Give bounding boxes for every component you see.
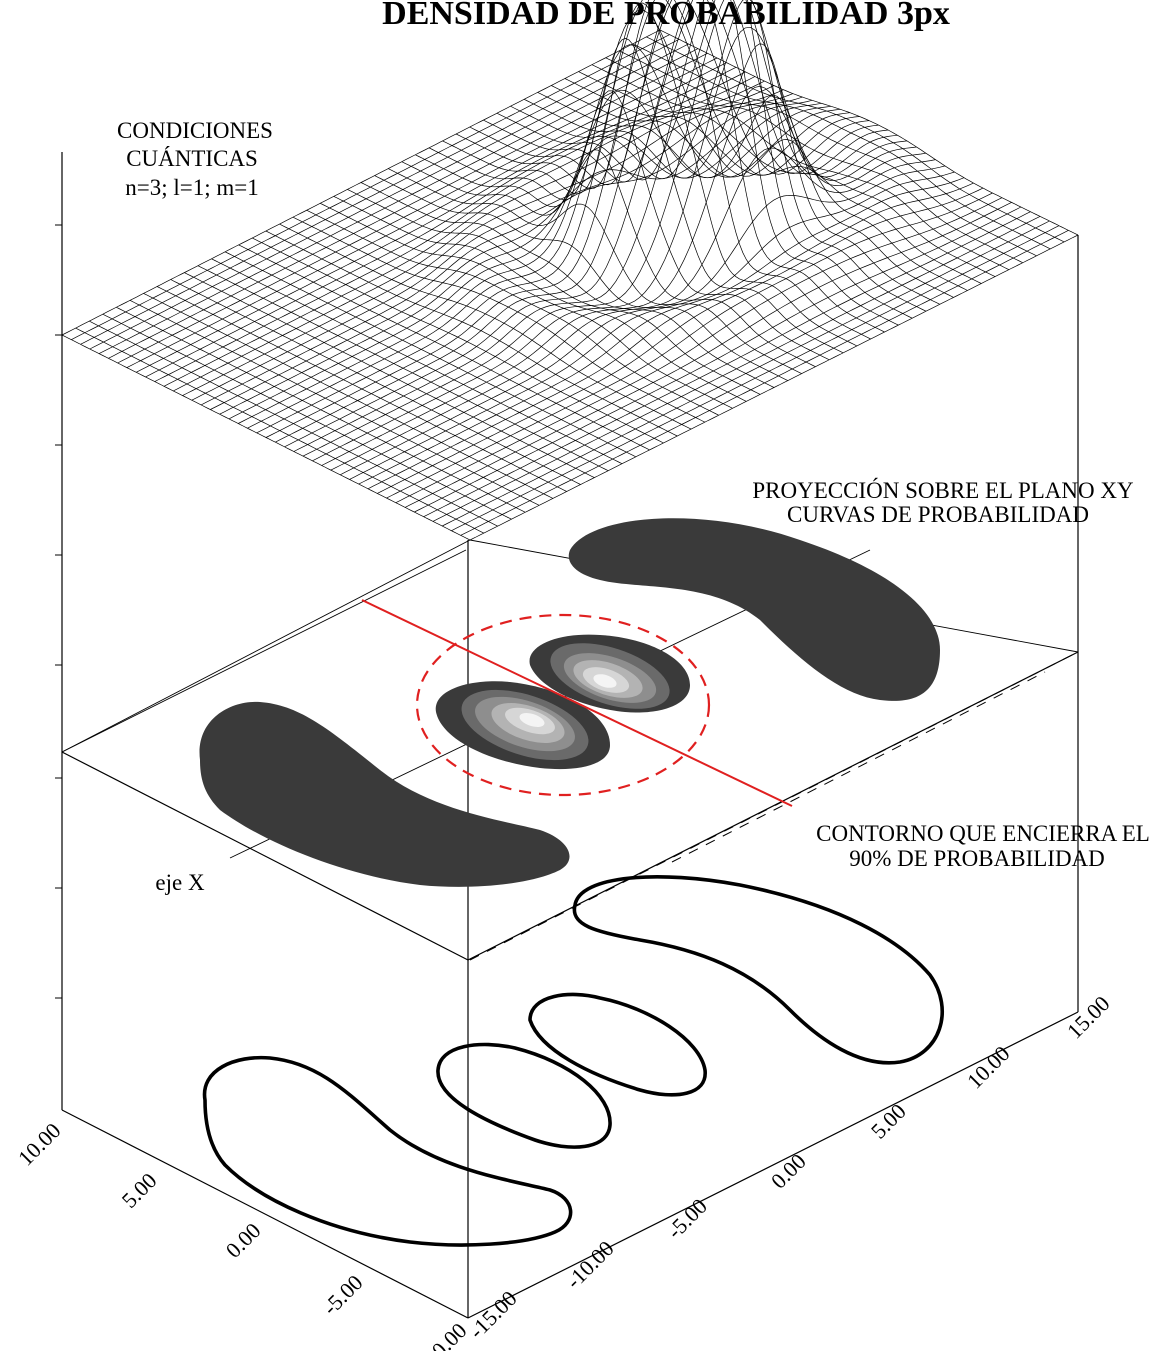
projection-line2: CURVAS DE PROBABILIDAD: [787, 502, 1089, 527]
mesh-line: [401, 149, 816, 368]
mesh-line: [632, 43, 1051, 250]
mesh-line: [136, 66, 737, 373]
mesh-line: [646, 36, 1065, 243]
mesh-line: [265, 230, 678, 437]
mesh-line: [460, 229, 1069, 536]
mesh-line: [360, 182, 775, 388]
contour-outer-upper: [572, 875, 945, 1065]
mesh-line: [284, 0, 889, 448]
surface-mesh: [61, 0, 1079, 541]
mesh-line: [395, 197, 1003, 504]
mesh-line: [247, 9, 851, 429]
mesh-line: [469, 234, 1079, 541]
mesh-line: [228, 89, 832, 420]
contour-line1: CONTORNO QUE ENCIERRA EL: [816, 821, 1150, 846]
right-tick-labels: -15.00 -10.00 -5.00 0.00 5.00 10.00 15.0…: [464, 991, 1115, 1344]
tick-right-1: -10.00: [561, 1236, 619, 1294]
mesh-line: [340, 165, 946, 476]
projection-lobes: [199, 518, 940, 887]
axis-x-label: eje X: [155, 870, 205, 895]
tick-right-4: 5.00: [866, 1099, 911, 1144]
mesh-line: [386, 192, 993, 499]
mesh-line: [414, 206, 1022, 513]
outer-lobe-upper: [568, 518, 940, 701]
figure-title: DENSIDAD DE PROBABILIDAD 3px: [382, 0, 950, 32]
mesh-line: [451, 225, 1060, 532]
mesh-line: [619, 50, 1037, 257]
mesh-line: [404, 202, 1012, 508]
conditions-label: CONDICIONES CUÁNTICAS n=3; l=1; m=1: [117, 118, 273, 200]
tick-right-2: -5.00: [662, 1193, 712, 1243]
mesh-line: [659, 29, 1079, 236]
mesh-line: [349, 171, 955, 480]
tick-right-0: -15.00: [464, 1286, 522, 1344]
mesh-line: [292, 216, 706, 423]
conditions-line1: CONDICIONES: [117, 118, 273, 143]
mesh-line: [432, 216, 1041, 522]
contour-inner-lower: [436, 1042, 612, 1149]
mesh-line: [415, 90, 830, 361]
mesh-line: [455, 0, 871, 340]
mesh-line: [377, 187, 984, 494]
conditions-line3: n=3; l=1; m=1: [125, 175, 258, 200]
mesh-line: [469, 0, 885, 333]
mesh-line: [321, 85, 927, 466]
mesh-line: [442, 2, 858, 347]
mesh-line: [564, 78, 982, 284]
tick-left-4: -10.00: [414, 1318, 472, 1351]
outer-lobe-lower: [199, 701, 570, 887]
tick-left-1: 5.00: [117, 1168, 162, 1213]
tick-left-2: 0.00: [221, 1218, 266, 1263]
tick-left-3: -5.00: [317, 1270, 367, 1320]
mesh-line: [537, 92, 954, 298]
tick-right-3: 0.00: [766, 1149, 811, 1194]
red-dashed-circle: [415, 613, 711, 797]
mesh-line: [302, 0, 908, 457]
left-tick-labels: 10.00 5.00 0.00 -5.00 -10.00: [13, 1118, 472, 1351]
mesh-line: [374, 175, 788, 381]
tick-left-0: 10.00: [13, 1118, 66, 1171]
mesh-line: [496, 0, 913, 319]
red-markers: [361, 599, 793, 807]
mesh-line: [219, 102, 822, 415]
contour-outer-lower: [202, 1055, 573, 1247]
mesh-line: [605, 57, 1023, 264]
mesh-line: [367, 182, 974, 490]
projection-line1: PROYECCIÓN SOBRE EL PLANO XY: [752, 477, 1134, 503]
mesh-line: [510, 0, 927, 312]
mesh-line: [388, 168, 802, 374]
mesh-line: [578, 71, 996, 277]
contour-label: CONTORNO QUE ENCIERRA EL 90% DE PROBABIL…: [816, 821, 1150, 871]
mesh-line: [265, 0, 870, 438]
contour-90-percent: [202, 875, 945, 1247]
mesh-line: [423, 211, 1031, 518]
projection-label: PROYECCIÓN SOBRE EL PLANO XY CURVAS DE P…: [752, 477, 1134, 527]
mesh-line: [551, 85, 968, 291]
contour-inner-upper: [528, 992, 707, 1097]
mesh-line: [293, 0, 898, 452]
conditions-line2: CUÁNTICAS: [126, 146, 258, 171]
mesh-line: [333, 196, 747, 402]
mesh-line: [442, 220, 1050, 527]
red-x-axis-line: [361, 599, 793, 807]
inner-lobe-upper: [529, 634, 690, 713]
mesh-line: [238, 244, 650, 451]
tick-right-5: 10.00: [962, 1041, 1015, 1094]
mesh-line: [312, 26, 917, 462]
left-axis-ticks: [55, 224, 62, 999]
mesh-line: [330, 147, 936, 471]
mesh-line: [428, 38, 844, 354]
contour-line2: 90% DE PROBABILIDAD: [849, 846, 1105, 871]
mesh-line: [275, 0, 879, 443]
mesh-line: [523, 43, 940, 305]
mesh-line: [358, 177, 965, 485]
mesh-line: [591, 64, 1010, 271]
inner-lobe-lower: [435, 681, 610, 770]
box-frame: [61, 152, 1079, 1319]
mesh-line: [483, 0, 899, 326]
dashed-guides: [469, 651, 1079, 961]
tick-right-6: 15.00: [1062, 991, 1115, 1044]
